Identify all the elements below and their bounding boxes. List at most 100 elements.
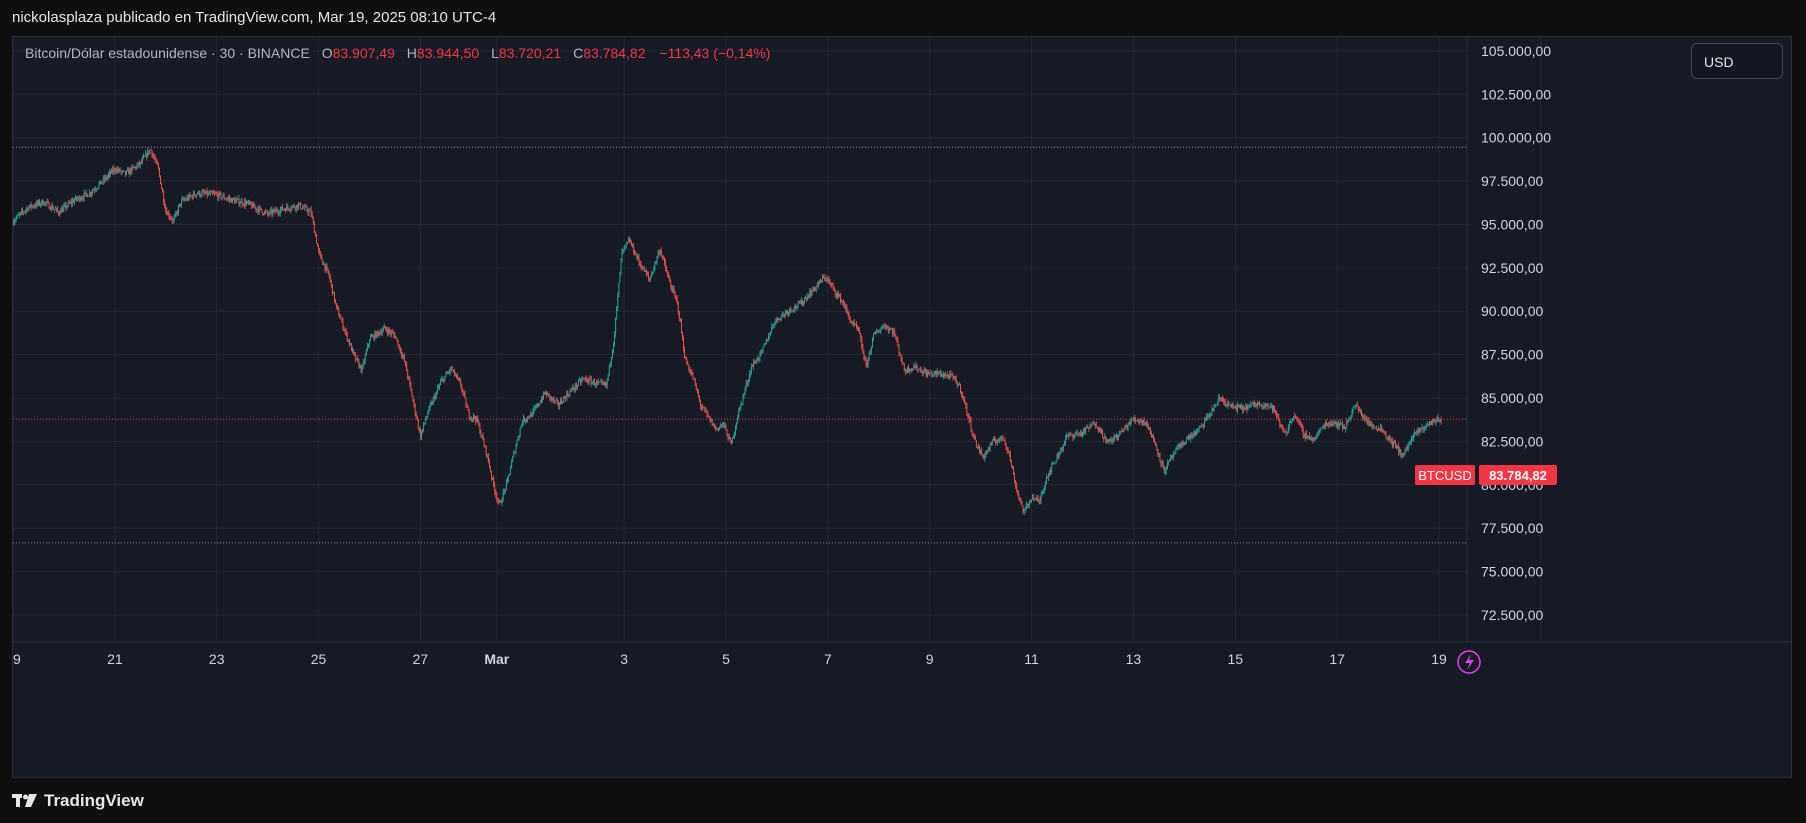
candle-body: [238, 198, 240, 205]
candle-body: [203, 191, 205, 194]
candle-body: [259, 207, 261, 209]
candle-body: [1285, 432, 1287, 434]
candle-body: [880, 328, 882, 331]
candle-body: [393, 332, 395, 335]
candle-body: [741, 403, 743, 404]
candle-body: [391, 332, 393, 334]
candle-body: [1125, 425, 1127, 427]
candle-body: [834, 289, 836, 295]
candlestick-chart[interactable]: 72.500,0075.000,0077.500,0080.000,0082.5…: [13, 37, 1791, 777]
lightning-icon[interactable]: [1457, 650, 1481, 674]
candle-body: [826, 278, 828, 281]
currency-button[interactable]: USD: [1691, 43, 1783, 79]
candle-body: [1042, 491, 1044, 493]
candle-body: [1018, 493, 1020, 498]
candle-body: [339, 315, 341, 319]
candle-body: [720, 426, 722, 427]
candle-body: [525, 420, 526, 422]
candle-body: [1302, 427, 1304, 436]
candle-body: [1148, 427, 1150, 429]
candle-body: [1138, 421, 1140, 423]
candle-body: [1413, 436, 1414, 439]
chart-panel[interactable]: 72.500,0075.000,0077.500,0080.000,0082.5…: [12, 36, 1792, 778]
candle-body: [992, 438, 994, 441]
candle-body: [1436, 417, 1438, 422]
candle-body: [1254, 405, 1256, 407]
candle-body: [64, 204, 66, 206]
candle-body: [127, 169, 129, 171]
candle-body: [589, 378, 591, 380]
candle-body: [373, 335, 375, 340]
candle-body: [155, 160, 157, 162]
candle-body: [781, 314, 783, 316]
candle-body: [969, 419, 971, 421]
candle-body: [714, 427, 716, 429]
open-label: O: [321, 45, 333, 61]
candle-body: [493, 477, 495, 486]
candle-body: [623, 247, 625, 250]
candle-body: [643, 266, 645, 273]
candle-body: [835, 294, 837, 297]
candle-body: [530, 412, 532, 418]
candle-body: [828, 279, 830, 282]
candle-body: [894, 330, 896, 336]
candle-body: [313, 222, 315, 233]
candle-body: [320, 252, 322, 256]
y-tick-label: 102.500,00: [1481, 86, 1551, 102]
candle-body: [985, 451, 987, 455]
candle-body: [1383, 431, 1385, 433]
candle-body: [99, 180, 101, 184]
candle-body: [151, 150, 153, 156]
candle-body: [704, 407, 706, 410]
candle-body: [560, 400, 561, 405]
candle-body: [502, 492, 504, 501]
candle-body: [595, 384, 596, 386]
brand-name: TradingView: [44, 791, 144, 810]
candle-body: [290, 208, 292, 211]
y-tick-label: 97.500,00: [1481, 173, 1543, 189]
candle-body: [1391, 440, 1393, 446]
candle-body: [617, 294, 619, 307]
candle-body: [1194, 431, 1196, 435]
candle-body: [534, 407, 536, 409]
candle-body: [706, 412, 708, 414]
candle-body: [53, 209, 55, 211]
symbol-name[interactable]: Bitcoin/Dólar estadounidense · 30 · BINA…: [25, 45, 310, 61]
candle-body: [327, 268, 329, 273]
candle-body: [433, 395, 435, 399]
candle-body: [192, 192, 194, 198]
candle-body: [230, 198, 231, 200]
candle-body: [1179, 444, 1181, 448]
candle-body: [1121, 430, 1123, 432]
candle-body: [85, 192, 87, 195]
candle-body: [25, 209, 27, 212]
candle-body: [426, 416, 428, 420]
candle-body: [1313, 438, 1315, 441]
candle-body: [239, 203, 241, 205]
candle-body: [1010, 460, 1012, 467]
candle-body: [570, 390, 572, 391]
candle-body: [449, 367, 451, 372]
candle-body: [649, 277, 651, 281]
candle-body: [295, 204, 297, 210]
candle-body: [191, 195, 193, 198]
candle-body: [362, 362, 364, 367]
candle-body: [198, 191, 200, 194]
candle-body: [870, 347, 872, 352]
candle-body: [573, 389, 575, 391]
candle-body: [173, 216, 175, 220]
candle-body: [847, 311, 849, 313]
candle-body: [209, 192, 211, 195]
candle-body: [1004, 439, 1006, 444]
candle-body: [1068, 435, 1070, 437]
candle-body: [188, 194, 190, 200]
footer-brand[interactable]: TradingView: [12, 784, 144, 818]
candle-body: [1175, 448, 1177, 454]
candle-body: [754, 362, 756, 363]
candle-body: [1045, 477, 1047, 483]
candle-body: [101, 182, 103, 184]
candle-body: [995, 440, 996, 443]
candle-body: [1287, 427, 1289, 433]
candle-body: [957, 384, 959, 386]
candle-body: [541, 399, 543, 400]
